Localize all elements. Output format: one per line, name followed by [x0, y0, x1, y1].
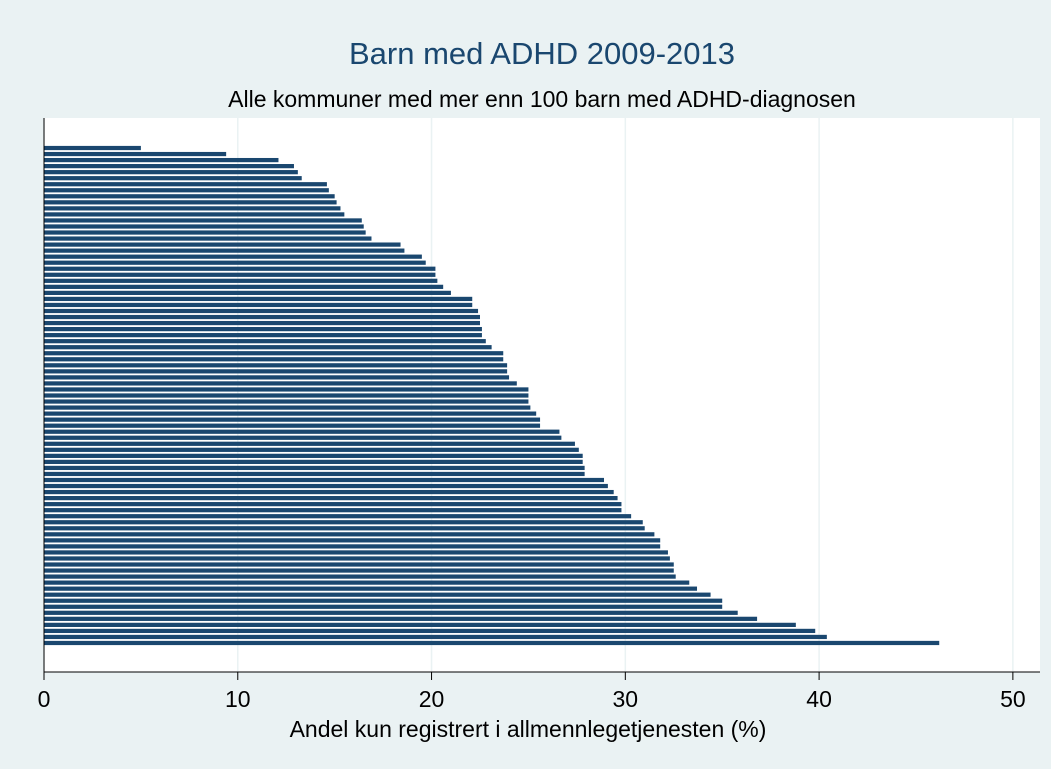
- bar: [44, 357, 504, 362]
- bar: [44, 242, 401, 247]
- bar: [44, 375, 510, 380]
- bar: [44, 363, 508, 368]
- bar: [44, 538, 661, 543]
- bar: [44, 164, 294, 169]
- bar: [44, 483, 608, 489]
- bar: [44, 248, 405, 253]
- bar: [44, 320, 480, 326]
- bar: [44, 333, 482, 338]
- bar: [44, 188, 329, 193]
- chart-subtitle: Alle kommuner med mer enn 100 barn med A…: [228, 86, 856, 112]
- x-tick-label: 40: [806, 686, 832, 712]
- bar: [44, 622, 796, 627]
- bar: [44, 562, 674, 567]
- bar: [44, 176, 302, 181]
- bar: [44, 296, 473, 302]
- bar: [44, 393, 529, 398]
- bar: [44, 145, 141, 151]
- x-tick-label: 10: [225, 686, 251, 712]
- bar: [44, 550, 668, 555]
- bar: [44, 200, 337, 205]
- bar: [44, 447, 579, 452]
- bar: [44, 496, 618, 501]
- bar: [44, 616, 758, 621]
- bar: [44, 351, 504, 356]
- bar: [44, 604, 723, 609]
- bar: [44, 308, 479, 314]
- chart-title: Barn med ADHD 2009-2013: [349, 36, 735, 71]
- bar: [44, 381, 517, 386]
- bar: [44, 151, 227, 157]
- bar: [44, 441, 575, 446]
- bar: [44, 634, 827, 640]
- bar: [44, 290, 451, 295]
- bar: [44, 194, 335, 199]
- bars: [44, 145, 940, 646]
- bar: [44, 417, 541, 422]
- bar: [44, 423, 541, 428]
- bar: [44, 369, 508, 374]
- bar: [44, 520, 643, 525]
- bar: [44, 302, 473, 308]
- bar: [44, 586, 698, 591]
- bar: [44, 339, 486, 344]
- axes: 0 10 20 30 40 50: [38, 118, 1040, 712]
- bar: [44, 568, 674, 573]
- bar: [44, 224, 364, 229]
- bar: [44, 640, 940, 646]
- x-tick-label: 50: [1000, 686, 1026, 712]
- bar: [44, 387, 529, 392]
- bar: [44, 429, 560, 434]
- bar: [44, 405, 531, 410]
- bar: [44, 544, 661, 549]
- x-tick-label: 0: [38, 686, 51, 712]
- bar: [44, 206, 341, 211]
- bar: [44, 628, 816, 634]
- bar: [44, 465, 585, 471]
- bar: [44, 284, 444, 289]
- bar: [44, 254, 422, 259]
- x-tick-label: 20: [419, 686, 445, 712]
- bar: [44, 212, 345, 217]
- bar: [44, 399, 529, 404]
- bar: [44, 411, 537, 416]
- bar: [44, 526, 645, 531]
- bar: [44, 580, 690, 585]
- x-axis-label: Andel kun registrert i allmennlegetjenes…: [290, 716, 767, 742]
- bar: [44, 574, 676, 579]
- bar: [44, 610, 738, 615]
- bar: [44, 471, 585, 477]
- bar: [44, 453, 583, 458]
- bar: [44, 236, 372, 241]
- x-tick-label: 30: [613, 686, 639, 712]
- bar: [44, 508, 622, 513]
- bar: [44, 157, 279, 163]
- bar: [44, 489, 614, 495]
- bar: [44, 502, 622, 507]
- bar: [44, 260, 426, 265]
- bar: [44, 592, 711, 597]
- bar: [44, 326, 482, 332]
- bar: [44, 230, 366, 235]
- bar: [44, 182, 327, 187]
- bar: [44, 345, 492, 350]
- bar: [44, 218, 362, 223]
- bar: [44, 278, 438, 283]
- bar: [44, 459, 583, 465]
- bar: [44, 477, 605, 483]
- bar: [44, 556, 670, 561]
- bar: [44, 435, 562, 440]
- bar: [44, 532, 655, 537]
- bar: [44, 170, 298, 175]
- bar: [44, 514, 632, 519]
- bar: [44, 598, 723, 603]
- bar: [44, 314, 480, 320]
- bar: [44, 272, 436, 277]
- bar: [44, 266, 436, 271]
